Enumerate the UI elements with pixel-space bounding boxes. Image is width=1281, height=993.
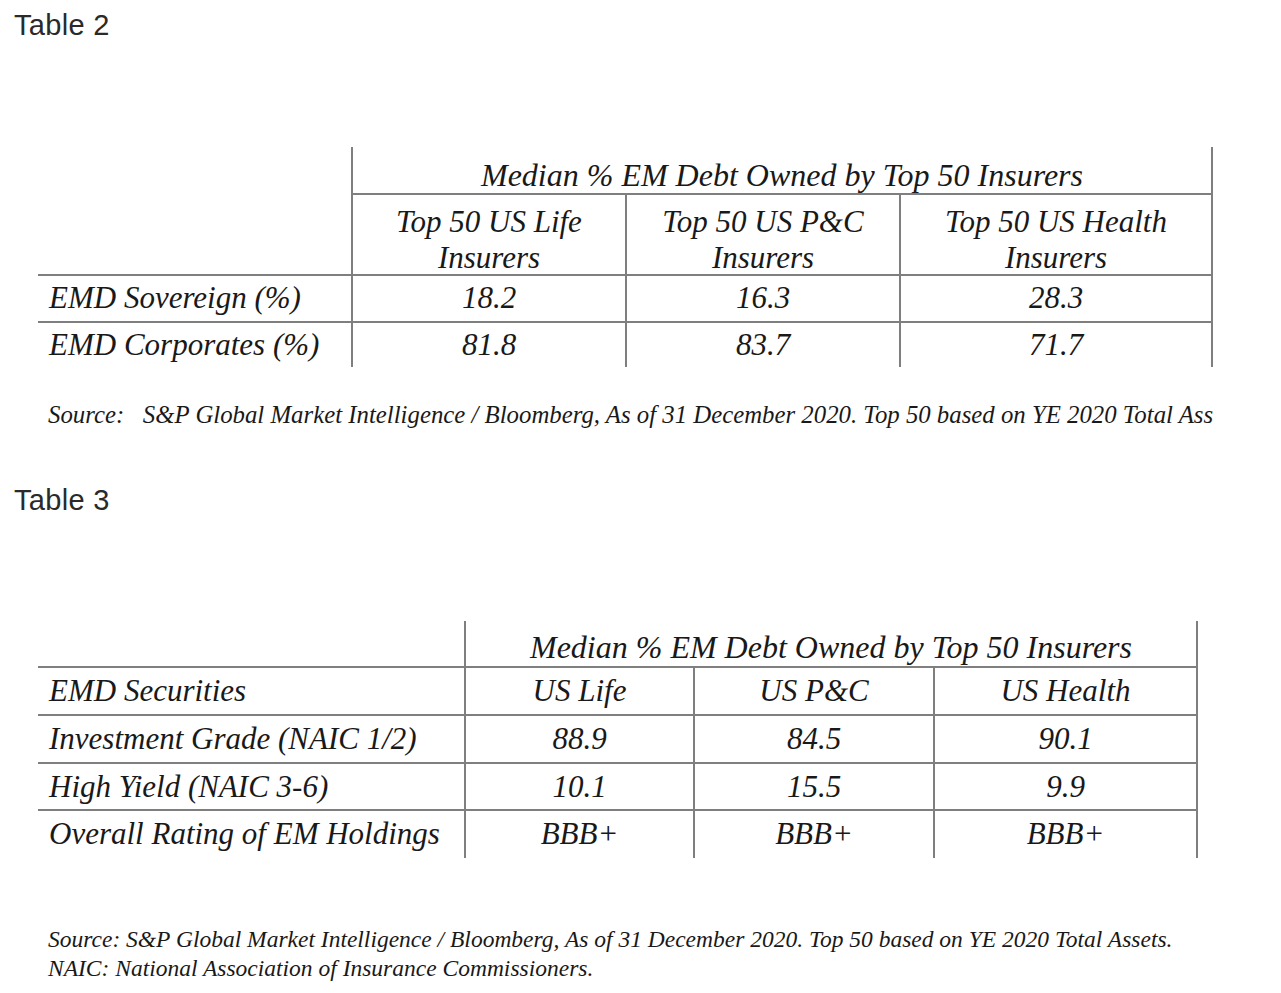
t2-source: Source: S&P Global Market Intelligence /… xyxy=(48,401,1213,429)
t3-cell-hy-pc: 15.5 xyxy=(694,764,934,809)
table2-label: Table 2 xyxy=(14,11,110,40)
page: { "table2": { "label": "Table 2", "span_… xyxy=(0,0,1281,993)
t2-colheader-life-line1: Top 50 US Life xyxy=(396,204,582,240)
t3-row-hy-label: High Yield (NAIC 3-6) xyxy=(49,764,459,809)
table3-label: Table 3 xyxy=(14,486,110,515)
t2-colheader-health: Top 50 US Health Insurers xyxy=(900,201,1212,279)
t3-cell-hy-life: 10.1 xyxy=(465,764,694,809)
t2-cell-sovereign-health: 28.3 xyxy=(900,275,1212,321)
t3-cell-rating-health: BBB+ xyxy=(934,811,1197,857)
t2-span-header: Median % EM Debt Owned by Top 50 Insurer… xyxy=(352,152,1212,198)
t2-row-sovereign-label: EMD Sovereign (%) xyxy=(49,275,349,321)
t3-span-header: Median % EM Debt Owned by Top 50 Insurer… xyxy=(465,625,1197,670)
t3-cell-rating-pc: BBB+ xyxy=(694,811,934,857)
t2-row-corporates-label: EMD Corporates (%) xyxy=(49,322,349,367)
t2-cell-corporates-life: 81.8 xyxy=(352,322,626,367)
t2-colheader-health-line2: Insurers xyxy=(1005,240,1107,276)
t2-cell-corporates-health: 71.7 xyxy=(900,322,1212,367)
t3-cell-ig-pc: 84.5 xyxy=(694,716,934,762)
t3-cell-hy-health: 9.9 xyxy=(934,764,1197,809)
t2-cell-sovereign-life: 18.2 xyxy=(352,275,626,321)
t2-colheader-pc-line2: Insurers xyxy=(712,240,814,276)
t3-row-rating-label: Overall Rating of EM Holdings xyxy=(49,811,459,857)
t2-colheader-pc: Top 50 US P&C Insurers xyxy=(626,201,900,279)
t3-cell-ig-life: 88.9 xyxy=(465,716,694,762)
t3-colheader-pc: US P&C xyxy=(694,668,934,714)
t3-colheader-life: US Life xyxy=(465,668,694,714)
t3-colheader-health: US Health xyxy=(934,668,1197,714)
t2-cell-sovereign-pc: 16.3 xyxy=(626,275,900,321)
t2-cell-corporates-pc: 83.7 xyxy=(626,322,900,367)
t3-cell-ig-health: 90.1 xyxy=(934,716,1197,762)
t3-source-line1: Source: S&P Global Market Intelligence /… xyxy=(48,926,1172,953)
t2-colheader-health-line1: Top 50 US Health xyxy=(945,204,1167,240)
t3-stub-header: EMD Securities xyxy=(49,668,449,714)
t2-colheader-life: Top 50 US Life Insurers xyxy=(352,201,626,279)
t3-source-line2: NAIC: National Association of Insurance … xyxy=(48,955,593,982)
t3-cell-rating-life: BBB+ xyxy=(465,811,694,857)
t2-colheader-life-line2: Insurers xyxy=(438,240,540,276)
t2-colheader-pc-line1: Top 50 US P&C xyxy=(662,204,863,240)
t3-row-ig-label: Investment Grade (NAIC 1/2) xyxy=(49,716,459,762)
